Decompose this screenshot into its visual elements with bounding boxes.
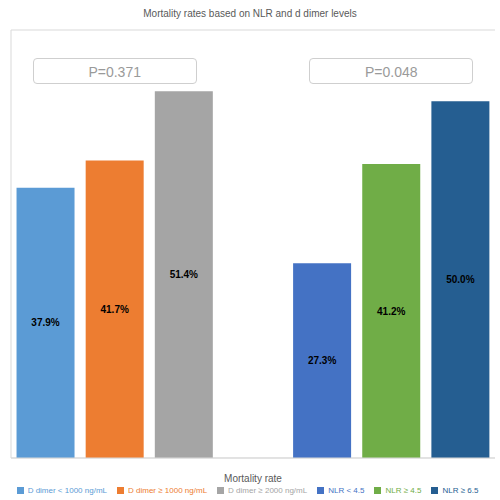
html-text:Mortality rates based on NLR a: Mortality rates based on NLR and d dimer… [143,8,357,19]
html-text:P=0.048: P=0.048 [365,64,418,80]
html-text:D dimer < 1000 ng/mL: D dimer < 1000 ng/mL [27,486,107,495]
svg-text:37.9%: 37.9% [31,317,59,328]
html-text:NLR ≥ 6.5: NLR ≥ 6.5 [442,486,479,495]
html-text:P=0.371: P=0.371 [88,64,141,80]
html-text:NLR ≥ 4.5: NLR ≥ 4.5 [385,486,422,495]
html-text:NLR < 4.5: NLR < 4.5 [328,486,365,495]
svg-text:51.4%: 51.4% [170,269,198,280]
svg-text:41.7%: 41.7% [100,304,128,315]
html-text:D dimer ≥ 1000 ng/mL: D dimer ≥ 1000 ng/mL [128,486,208,495]
svg-text:Mortality rate: Mortality rate [224,473,282,484]
svg-text:41.2%: 41.2% [377,306,405,317]
html-text:D dimer ≥ 2000 ng/mL: D dimer ≥ 2000 ng/mL [228,486,308,495]
svg-text:27.3%: 27.3% [308,355,336,366]
svg-text:50.0%: 50.0% [446,274,474,285]
